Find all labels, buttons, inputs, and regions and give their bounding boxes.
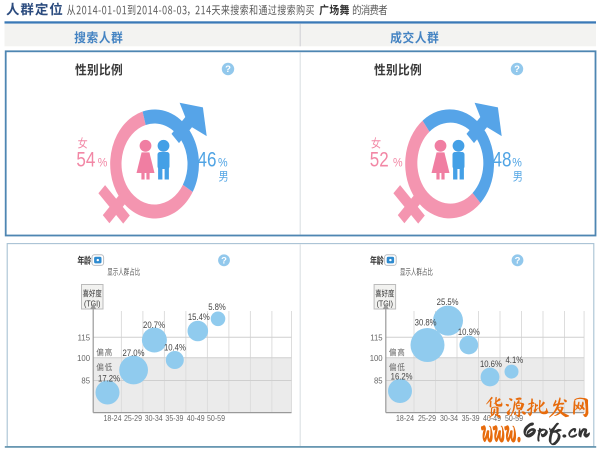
svg-text:115: 115 [78,333,91,342]
svg-text:10.4%: 10.4% [164,343,187,353]
svg-text:40-49: 40-49 [187,413,205,423]
svg-text:17.2%: 17.2% [98,374,121,384]
svg-text:?: ? [225,64,231,75]
svg-text:5.8%: 5.8% [208,303,226,313]
svg-text:%: % [98,157,108,170]
svg-text:54: 54 [76,149,95,172]
svg-text:100: 100 [370,353,383,362]
svg-text:?: ? [514,64,520,75]
svg-text:15.4%: 15.4% [188,313,211,323]
svg-text:(TGI): (TGI) [377,299,394,309]
svg-text:35-39: 35-39 [165,413,183,423]
svg-text:30-34: 30-34 [145,413,164,423]
svg-text:40-49: 40-49 [483,413,501,423]
svg-text:18-24: 18-24 [396,413,415,423]
svg-text:%: % [393,157,403,170]
svg-text:30.8%: 30.8% [415,318,438,328]
svg-text:10.9%: 10.9% [458,328,481,338]
svg-text:46: 46 [198,149,217,172]
svg-text:18-24: 18-24 [104,413,123,423]
svg-text:27.0%: 27.0% [123,349,146,359]
svg-text:%: % [512,157,522,170]
svg-text:25-29: 25-29 [124,413,142,423]
svg-text:?: ? [515,256,521,267]
svg-text:50-59: 50-59 [207,413,225,423]
svg-text:52: 52 [370,149,389,172]
svg-text:85: 85 [81,376,90,385]
svg-text:16.2%: 16.2% [391,372,414,382]
svg-text:4.1%: 4.1% [505,356,523,366]
svg-text:50-59: 50-59 [505,413,523,423]
svg-text:25-29: 25-29 [418,413,436,423]
svg-text:?: ? [221,256,227,267]
svg-text:25.5%: 25.5% [437,298,460,308]
svg-text:35-39: 35-39 [462,413,480,423]
svg-text:48: 48 [493,149,512,172]
svg-text:%: % [218,157,228,170]
svg-text:10.6%: 10.6% [480,359,503,369]
svg-text:(TGI): (TGI) [84,299,101,309]
svg-text:85: 85 [374,376,383,385]
svg-text:100: 100 [77,353,90,362]
svg-text:20.7%: 20.7% [143,321,166,331]
svg-text:115: 115 [370,333,383,342]
svg-text:30-34: 30-34 [440,413,459,423]
